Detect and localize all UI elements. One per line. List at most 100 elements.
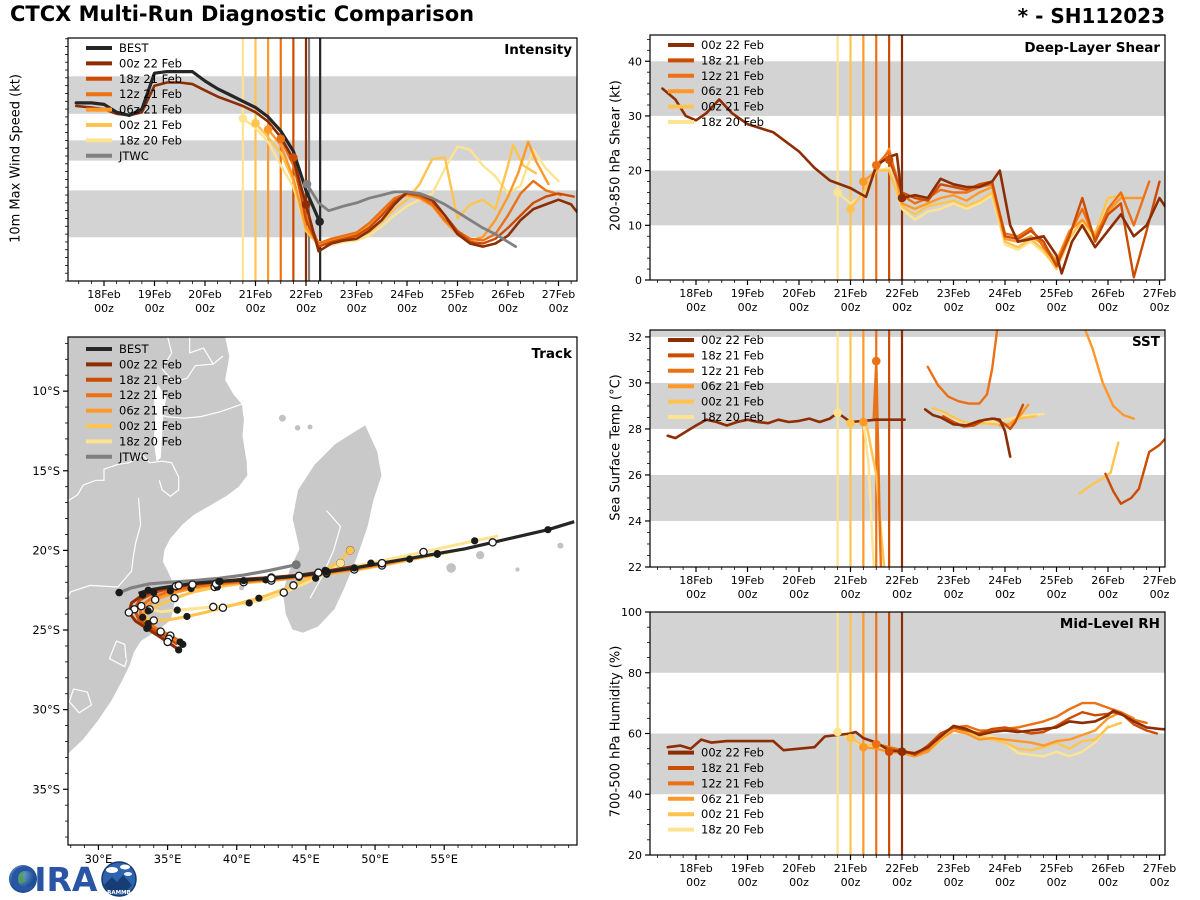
- island: [515, 567, 520, 572]
- svg-text:18z 20 Feb: 18z 20 Feb: [701, 115, 764, 129]
- island: [239, 585, 245, 591]
- rammb-mountains: [104, 875, 132, 894]
- svg-text:00z: 00z: [686, 588, 706, 601]
- svg-text:00z: 00z: [1047, 588, 1067, 601]
- rh-panel: 18Feb00z19Feb00z20Feb00z21Feb00z22Feb00z…: [621, 606, 1176, 889]
- rh-series: [666, 701, 1165, 758]
- svg-text:18z 21 Feb: 18z 21 Feb: [701, 348, 764, 362]
- forecast-end-dot: [336, 559, 345, 568]
- track-panel-title: Track: [531, 346, 572, 362]
- svg-text:18z 21 Feb: 18z 21 Feb: [119, 373, 182, 387]
- svg-text:00z: 00z: [738, 301, 758, 314]
- position-dot-open: [208, 602, 218, 612]
- svg-text:00z: 00z: [944, 876, 964, 889]
- country-border: [68, 688, 93, 714]
- series-00z-22-Feb: [666, 709, 1165, 755]
- init-marker: [301, 200, 311, 209]
- sst-panel-title: SST: [1131, 334, 1160, 350]
- svg-text:22Feb: 22Feb: [885, 574, 918, 587]
- svg-text:00z: 00z: [1047, 301, 1067, 314]
- svg-text:40: 40: [628, 788, 642, 801]
- init-marker: [315, 217, 324, 226]
- svg-text:25°S: 25°S: [32, 623, 60, 637]
- svg-text:20Feb: 20Feb: [782, 862, 815, 875]
- jtwc-start-dot: [291, 560, 301, 570]
- position-dot-open: [294, 571, 304, 581]
- svg-text:00z 22 Feb: 00z 22 Feb: [701, 38, 764, 52]
- svg-text:00z 22 Feb: 00z 22 Feb: [701, 333, 764, 347]
- svg-text:20Feb: 20Feb: [782, 287, 815, 300]
- intensity-axis-ticks: 18Feb00z19Feb00z20Feb00z21Feb00z22Feb00z…: [65, 38, 575, 315]
- svg-text:24Feb: 24Feb: [988, 862, 1021, 875]
- svg-text:25Feb: 25Feb: [1040, 574, 1073, 587]
- country-border: [158, 460, 180, 497]
- svg-text:00z: 00z: [1098, 301, 1118, 314]
- svg-text:19Feb: 19Feb: [731, 574, 764, 587]
- init-marker: [871, 356, 881, 366]
- svg-text:28: 28: [628, 423, 642, 436]
- svg-text:00z: 00z: [789, 301, 809, 314]
- series-00z-22-Feb: [923, 408, 1012, 458]
- svg-text:19Feb: 19Feb: [731, 862, 764, 875]
- position-dot-open: [218, 603, 228, 612]
- svg-text:20Feb: 20Feb: [188, 288, 221, 301]
- position-dot-open: [149, 616, 159, 625]
- svg-text:40°E: 40°E: [223, 852, 251, 866]
- init-marker: [859, 177, 868, 186]
- sst-axis-ticks: 18Feb00z19Feb00z20Feb00z21Feb00z22Feb00z…: [628, 331, 1176, 601]
- svg-text:20: 20: [628, 849, 642, 862]
- svg-text:21Feb: 21Feb: [834, 862, 867, 875]
- rammb-cloud: [120, 864, 130, 870]
- position-dot-filled: [143, 624, 151, 633]
- svg-text:00z: 00z: [944, 588, 964, 601]
- track-JTWC: [118, 563, 297, 595]
- position-dot-filled: [323, 568, 331, 576]
- svg-text:00z: 00z: [296, 302, 316, 315]
- position-dot-open: [174, 581, 183, 590]
- svg-text:00z: 00z: [686, 301, 706, 314]
- init-marker: [289, 153, 298, 162]
- position-dot-filled: [175, 646, 183, 654]
- position-dot-filled: [544, 526, 552, 534]
- svg-text:24Feb: 24Feb: [988, 574, 1021, 587]
- shaded-band: [68, 190, 577, 238]
- init-marker: [238, 114, 248, 123]
- position-dot-filled: [183, 612, 191, 621]
- svg-text:20: 20: [628, 165, 642, 178]
- position-dot-filled: [139, 591, 147, 599]
- svg-text:18Feb: 18Feb: [679, 287, 712, 300]
- svg-text:45°E: 45°E: [292, 852, 320, 866]
- track-end-dot: [115, 588, 123, 597]
- svg-text:00z: 00z: [892, 301, 912, 314]
- logo-graphic: CIRA RAMMB: [9, 860, 137, 899]
- svg-text:12z 21 Feb: 12z 21 Feb: [701, 364, 764, 378]
- init-marker: [897, 747, 907, 757]
- position-dot-open: [170, 593, 179, 603]
- svg-text:00z: 00z: [892, 588, 912, 601]
- svg-text:00z: 00z: [1098, 876, 1118, 889]
- init-marker: [859, 417, 868, 427]
- position-dot-open: [137, 601, 146, 611]
- svg-text:26Feb: 26Feb: [1091, 287, 1124, 300]
- series-12z-21-Feb: [875, 150, 1151, 265]
- position-dot-filled: [166, 587, 174, 595]
- svg-text:00z: 00z: [995, 588, 1015, 601]
- svg-text:23Feb: 23Feb: [937, 574, 970, 587]
- svg-text:27Feb: 27Feb: [1143, 574, 1176, 587]
- init-marker: [251, 118, 260, 128]
- svg-text:18z 21 Feb: 18z 21 Feb: [701, 53, 764, 67]
- init-marker: [884, 747, 894, 757]
- position-dot-open: [150, 595, 160, 605]
- svg-text:30°E: 30°E: [85, 852, 113, 866]
- svg-text:12z 21 Feb: 12z 21 Feb: [701, 69, 764, 83]
- svg-text:35°S: 35°S: [32, 782, 60, 796]
- track-panel: 30°E 35°E 40°E 45°E 50°E 55°E 10°S 15°S 20°S 25°S…: [32, 336, 578, 866]
- svg-text:25Feb: 25Feb: [1040, 862, 1073, 875]
- init-marker: [871, 160, 881, 170]
- shear-series: [661, 87, 1165, 279]
- shaded-band: [650, 61, 1165, 116]
- cira-rammb-logo: CIRA RAMMB: [6, 854, 156, 900]
- svg-text:24: 24: [628, 515, 642, 528]
